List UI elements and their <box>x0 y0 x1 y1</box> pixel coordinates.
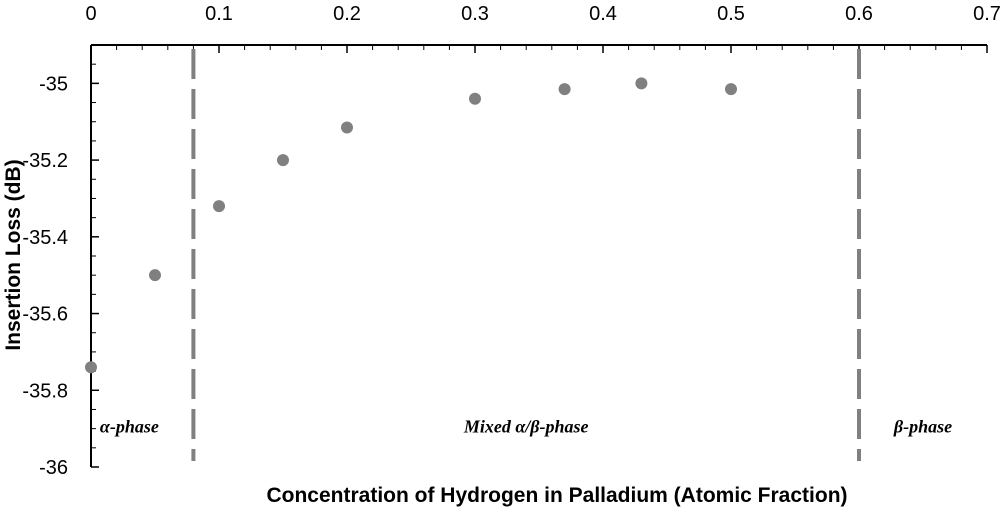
x-axis-title: Concentration of Hydrogen in Palladium (… <box>266 484 847 507</box>
phase-label: α-phase <box>100 416 159 436</box>
phase-annotations: α-phase Mixed α/β-phase β-phase <box>100 416 952 436</box>
data-point <box>149 269 161 282</box>
data-point <box>213 200 225 213</box>
x-tick-label: 0.7 <box>973 3 1000 25</box>
y-tick-label: -35.2 <box>22 150 68 172</box>
phase-boundaries <box>191 49 861 461</box>
data-point <box>725 83 737 96</box>
data-point <box>635 77 648 90</box>
x-tick-label: 0 <box>85 3 96 25</box>
x-tick-label: 0.3 <box>461 3 489 25</box>
y-tick-label: -35.8 <box>22 380 68 402</box>
x-tick-label: 0.4 <box>589 3 617 25</box>
data-point <box>341 121 353 134</box>
x-tick-label: 0.2 <box>333 3 361 25</box>
phase-label: β-phase <box>893 416 952 436</box>
y-tick-label: -35.4 <box>22 227 68 249</box>
data-point <box>558 83 571 96</box>
data-point <box>277 154 289 167</box>
axes <box>90 44 988 468</box>
y-tick-labels: -35 -35.2 -35.4 -35.6 -35.8 -36 <box>22 73 68 479</box>
y-tick-label: -35 <box>39 73 68 95</box>
data-point <box>85 361 97 374</box>
y-axis-title: Insertion Loss (dB) <box>2 159 25 350</box>
x-tick-label: 0.5 <box>717 3 745 25</box>
data-points <box>85 77 737 374</box>
phase-label: Mixed α/β-phase <box>463 416 589 436</box>
x-tick-labels: 0 0.1 0.2 0.3 0.4 0.5 0.6 0.7 <box>85 3 1000 25</box>
data-point <box>469 92 481 105</box>
y-tick-label: -36 <box>39 457 68 479</box>
y-tick-label: -35.6 <box>22 304 68 326</box>
x-tick-label: 0.1 <box>205 3 233 25</box>
x-tick-label: 0.6 <box>845 3 873 25</box>
